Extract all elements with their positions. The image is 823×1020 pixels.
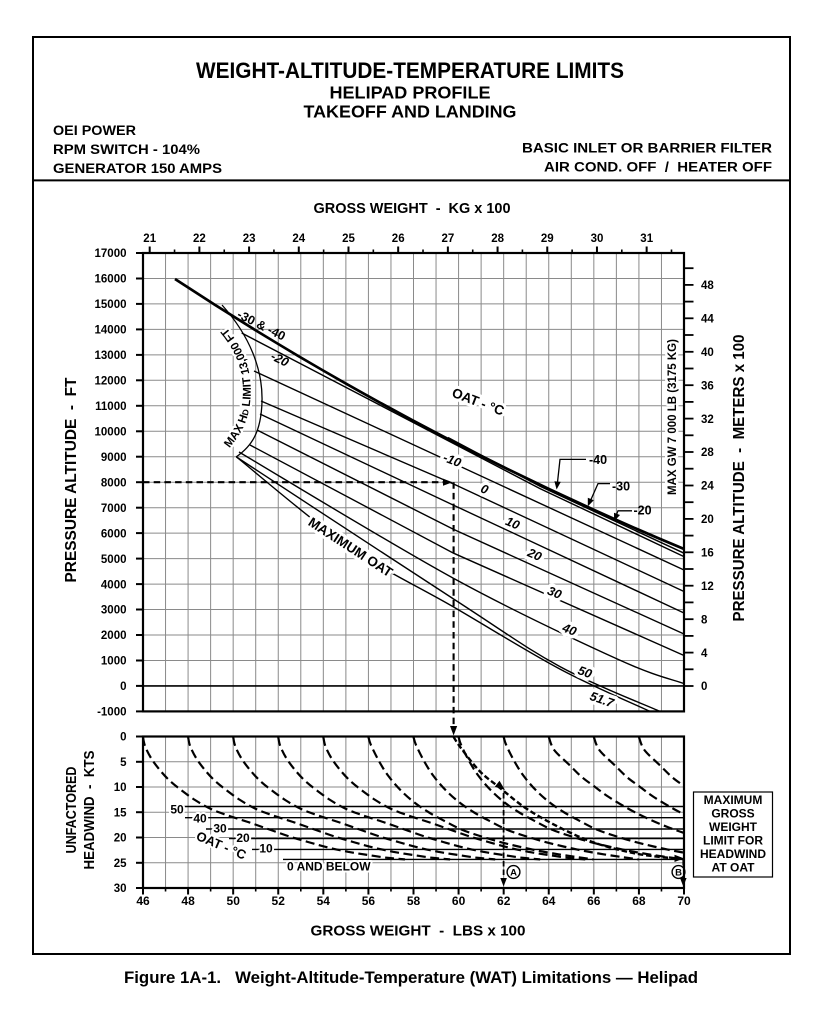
svg-text:HEADWIND - KTS: HEADWIND - KTS (81, 751, 98, 870)
svg-text:23: 23 (243, 233, 256, 245)
svg-text:0 AND BELOW: 0 AND BELOW (287, 859, 371, 873)
svg-text:25: 25 (342, 233, 355, 245)
svg-text:2000: 2000 (101, 630, 127, 642)
svg-text:13000: 13000 (95, 350, 127, 362)
svg-text:GROSS WEIGHT - LBS x 100: GROSS WEIGHT - LBS x 100 (311, 923, 526, 940)
svg-text:PRESSURE ALTITUDE - METERS x: PRESSURE ALTITUDE - METERS x 100 (731, 334, 748, 621)
svg-text:56: 56 (362, 894, 376, 908)
svg-text:0: 0 (120, 681, 126, 693)
svg-text:PRESSURE ALTITUDE - FT: PRESSURE ALTITUDE - FT (63, 377, 80, 582)
svg-text:RPM SWITCH - 104%: RPM SWITCH - 104% (53, 142, 200, 157)
svg-text:28: 28 (491, 233, 504, 245)
svg-text:3000: 3000 (101, 605, 127, 617)
svg-text:16: 16 (701, 548, 714, 560)
svg-text:HELIPAD PROFILE: HELIPAD PROFILE (330, 83, 491, 103)
svg-text:TAKEOFF AND LANDING: TAKEOFF AND LANDING (304, 102, 517, 122)
svg-text:30: 30 (213, 822, 227, 836)
svg-text:8: 8 (701, 614, 708, 626)
svg-text:68: 68 (632, 894, 646, 908)
svg-text:MAXIMUM: MAXIMUM (704, 793, 763, 807)
svg-text:70: 70 (677, 894, 691, 908)
svg-text:10000: 10000 (95, 427, 127, 439)
svg-text:16000: 16000 (95, 274, 127, 286)
svg-text:48: 48 (181, 894, 195, 908)
svg-text:-40: -40 (589, 453, 607, 467)
svg-text:WEIGHT: WEIGHT (709, 820, 758, 834)
svg-text:22: 22 (193, 233, 206, 245)
svg-text:0: 0 (701, 681, 707, 693)
svg-text:-20: -20 (634, 504, 652, 518)
svg-text:10: 10 (259, 842, 273, 856)
svg-text:14000: 14000 (95, 325, 127, 337)
svg-text:52: 52 (272, 894, 286, 908)
svg-text:21: 21 (143, 233, 156, 245)
svg-text:20: 20 (701, 514, 714, 526)
svg-text:8000: 8000 (101, 477, 127, 489)
svg-text:12: 12 (701, 581, 714, 593)
svg-text:15: 15 (114, 808, 127, 820)
svg-text:32: 32 (701, 414, 714, 426)
svg-text:60: 60 (452, 894, 466, 908)
svg-text:11000: 11000 (95, 401, 126, 413)
svg-text:BASIC INLET OR BARRIER FILTER: BASIC INLET OR BARRIER FILTER (522, 141, 772, 156)
svg-text:6000: 6000 (101, 528, 127, 540)
svg-text:31: 31 (640, 233, 653, 245)
svg-text:WEIGHT-ALTITUDE-TEMPERATURE LI: WEIGHT-ALTITUDE-TEMPERATURE LIMITS (196, 58, 624, 83)
svg-text:36: 36 (701, 380, 714, 392)
svg-text:40: 40 (701, 347, 714, 359)
svg-text:27: 27 (442, 233, 455, 245)
svg-text:30: 30 (591, 233, 604, 245)
svg-text:26: 26 (392, 233, 405, 245)
svg-text:AT OAT: AT OAT (712, 861, 756, 875)
svg-text:44: 44 (701, 314, 714, 326)
svg-text:30: 30 (114, 883, 127, 895)
svg-text:5000: 5000 (101, 554, 127, 566)
svg-text:24: 24 (292, 233, 305, 245)
svg-text:4: 4 (701, 648, 708, 660)
svg-text:50: 50 (227, 894, 241, 908)
svg-text:15000: 15000 (95, 299, 127, 311)
svg-text:-30: -30 (612, 480, 630, 494)
svg-text:5: 5 (120, 757, 127, 769)
svg-text:9000: 9000 (101, 452, 127, 464)
svg-text:MAX GW 7 000 LB (3175 KG): MAX GW 7 000 LB (3175 KG) (667, 339, 679, 495)
svg-text:12000: 12000 (95, 376, 127, 388)
svg-text:64: 64 (542, 894, 556, 908)
svg-text:LIMIT FOR: LIMIT FOR (703, 834, 763, 848)
svg-text:40: 40 (193, 812, 207, 826)
svg-text:UNFACTORED: UNFACTORED (63, 766, 80, 853)
svg-text:GROSS WEIGHT - KG x 100: GROSS WEIGHT - KG x 100 (314, 200, 511, 217)
svg-text:7000: 7000 (101, 503, 127, 515)
svg-text:58: 58 (407, 894, 421, 908)
svg-text:24: 24 (701, 481, 714, 493)
svg-text:25: 25 (114, 858, 127, 870)
svg-text:Figure 1A-1. Weight-Altitude: Figure 1A-1. Weight-Altitude-Temperature… (124, 968, 698, 987)
svg-text:1000: 1000 (101, 656, 127, 668)
svg-text:50: 50 (170, 802, 184, 816)
svg-text:OEI POWER: OEI POWER (53, 123, 136, 138)
svg-text:62: 62 (497, 894, 511, 908)
svg-text:20: 20 (114, 833, 127, 845)
svg-text:10: 10 (114, 782, 127, 794)
svg-text:B: B (675, 867, 682, 878)
svg-text:20: 20 (236, 831, 250, 845)
svg-text:4000: 4000 (101, 579, 127, 591)
svg-text:17000: 17000 (95, 248, 127, 260)
svg-text:28: 28 (701, 447, 714, 459)
svg-text:A: A (510, 867, 517, 878)
svg-text:AIR COND. OFF / HEATER OFF: AIR COND. OFF / HEATER OFF (544, 160, 772, 175)
svg-text:48: 48 (701, 280, 714, 292)
svg-text:GROSS: GROSS (711, 807, 754, 821)
svg-text:HEADWIND: HEADWIND (700, 847, 766, 861)
svg-text:0: 0 (120, 732, 126, 744)
svg-text:46: 46 (136, 894, 150, 908)
svg-text:66: 66 (587, 894, 601, 908)
svg-text:-1000: -1000 (97, 707, 126, 719)
svg-text:54: 54 (317, 894, 331, 908)
svg-text:GENERATOR 150 AMPS: GENERATOR 150 AMPS (53, 161, 222, 176)
svg-text:29: 29 (541, 233, 554, 245)
